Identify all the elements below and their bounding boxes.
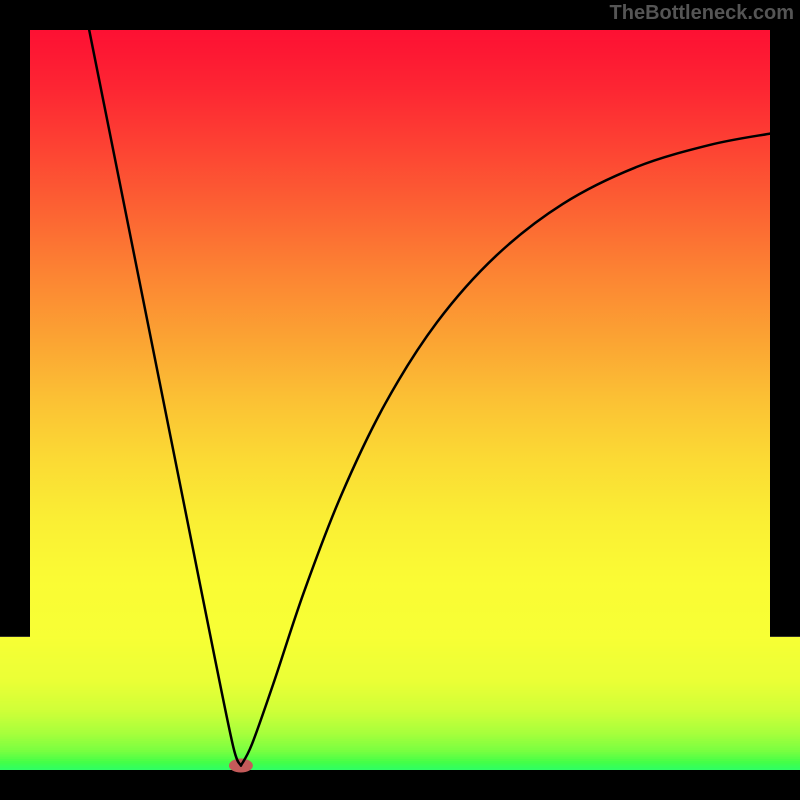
letterbox-bands (0, 637, 800, 771)
bottleneck-chart (0, 0, 800, 800)
frame-right-upper (770, 30, 800, 637)
watermark-text: TheBottleneck.com (610, 2, 794, 25)
frame-left-upper (0, 30, 30, 637)
chart-container: { "watermark": { "text": "TheBottleneck.… (0, 0, 800, 800)
frame-bottom (0, 770, 800, 800)
